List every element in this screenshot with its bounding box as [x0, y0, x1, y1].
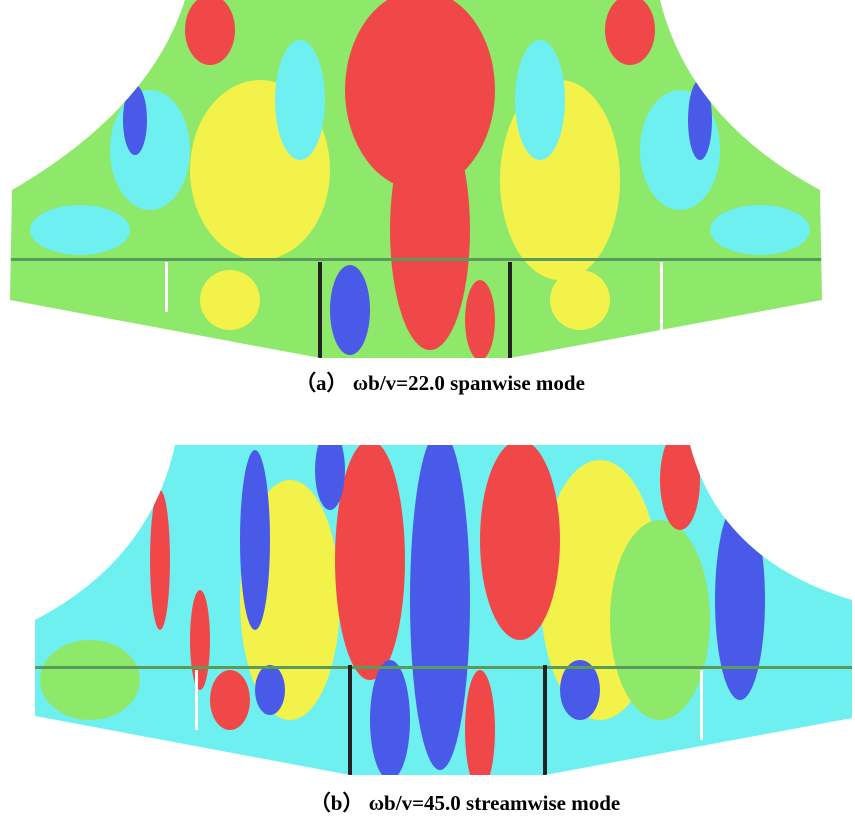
contour-plot-a	[10, 0, 822, 358]
contour-plot-b	[35, 445, 852, 775]
caption-b: （b） ωb/v=45.0 streamwise mode	[310, 791, 620, 815]
caption-a: （a） ωb/v=22.0 spanwise mode	[295, 371, 585, 395]
